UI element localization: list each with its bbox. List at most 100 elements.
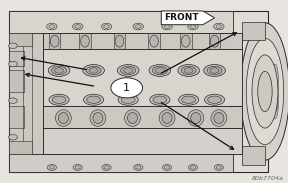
Ellipse shape: [246, 38, 284, 145]
Bar: [209, 33, 220, 49]
Circle shape: [47, 23, 57, 30]
Bar: [43, 33, 242, 49]
Bar: [9, 51, 24, 66]
Bar: [148, 33, 160, 49]
Circle shape: [184, 68, 193, 73]
Ellipse shape: [214, 113, 224, 124]
Ellipse shape: [81, 35, 89, 47]
Ellipse shape: [272, 79, 278, 104]
Circle shape: [190, 25, 196, 28]
Polygon shape: [161, 11, 215, 25]
Circle shape: [89, 68, 98, 73]
Ellipse shape: [115, 35, 124, 47]
Ellipse shape: [188, 110, 204, 126]
Ellipse shape: [191, 113, 201, 124]
Circle shape: [188, 23, 198, 30]
Circle shape: [9, 98, 17, 103]
Circle shape: [111, 78, 143, 98]
Ellipse shape: [159, 110, 175, 126]
Ellipse shape: [83, 64, 104, 76]
Ellipse shape: [121, 66, 136, 75]
Ellipse shape: [49, 94, 69, 105]
Ellipse shape: [204, 64, 225, 76]
Ellipse shape: [182, 96, 196, 103]
Ellipse shape: [207, 66, 222, 75]
Ellipse shape: [272, 86, 278, 112]
Ellipse shape: [58, 113, 69, 124]
Circle shape: [162, 165, 172, 170]
Ellipse shape: [258, 71, 272, 112]
Bar: [49, 33, 60, 49]
Ellipse shape: [162, 113, 172, 124]
Circle shape: [210, 68, 219, 73]
Ellipse shape: [272, 64, 278, 90]
Bar: [9, 11, 268, 172]
Ellipse shape: [55, 110, 71, 126]
Text: 1: 1: [123, 83, 130, 93]
Ellipse shape: [52, 66, 67, 75]
Circle shape: [188, 165, 198, 170]
Bar: [9, 70, 24, 92]
Ellipse shape: [124, 110, 141, 126]
Bar: [114, 33, 125, 49]
Circle shape: [136, 166, 141, 169]
Circle shape: [216, 166, 221, 169]
Circle shape: [104, 25, 109, 28]
Ellipse shape: [93, 113, 103, 124]
Bar: [9, 33, 43, 154]
Circle shape: [9, 61, 17, 67]
Ellipse shape: [204, 94, 225, 105]
Ellipse shape: [150, 35, 158, 47]
Bar: [9, 33, 32, 46]
Circle shape: [104, 166, 109, 169]
Bar: [43, 128, 242, 154]
Ellipse shape: [118, 94, 138, 105]
Circle shape: [214, 23, 224, 30]
Bar: [9, 106, 24, 128]
Ellipse shape: [181, 66, 196, 75]
Circle shape: [73, 23, 83, 30]
Circle shape: [156, 68, 164, 73]
Ellipse shape: [208, 96, 221, 103]
Ellipse shape: [149, 64, 170, 76]
Circle shape: [164, 25, 170, 28]
Ellipse shape: [178, 64, 200, 76]
Circle shape: [49, 166, 54, 169]
Bar: [242, 22, 265, 40]
Bar: [43, 106, 242, 128]
Ellipse shape: [121, 96, 135, 103]
Circle shape: [47, 165, 56, 170]
Ellipse shape: [272, 93, 278, 119]
Ellipse shape: [86, 66, 101, 75]
Bar: [9, 154, 233, 172]
Circle shape: [216, 25, 222, 28]
Ellipse shape: [118, 64, 139, 76]
Circle shape: [75, 25, 81, 28]
Ellipse shape: [84, 94, 104, 105]
Circle shape: [9, 43, 17, 48]
Ellipse shape: [52, 96, 66, 103]
Ellipse shape: [252, 55, 278, 128]
Ellipse shape: [211, 110, 227, 126]
Ellipse shape: [181, 35, 190, 47]
Circle shape: [9, 135, 17, 140]
Ellipse shape: [210, 35, 219, 47]
Ellipse shape: [240, 23, 288, 160]
Ellipse shape: [48, 64, 70, 76]
Circle shape: [135, 25, 141, 28]
Circle shape: [101, 23, 112, 30]
Circle shape: [124, 68, 132, 73]
Bar: [242, 146, 265, 165]
Circle shape: [49, 25, 55, 28]
Ellipse shape: [179, 94, 199, 105]
Circle shape: [102, 165, 111, 170]
Text: FRONT: FRONT: [164, 13, 199, 22]
Bar: [9, 141, 32, 154]
Ellipse shape: [150, 94, 170, 105]
Ellipse shape: [153, 96, 167, 103]
Circle shape: [214, 165, 223, 170]
Circle shape: [75, 166, 80, 169]
Bar: [43, 49, 242, 106]
Ellipse shape: [152, 66, 167, 75]
Circle shape: [133, 23, 143, 30]
